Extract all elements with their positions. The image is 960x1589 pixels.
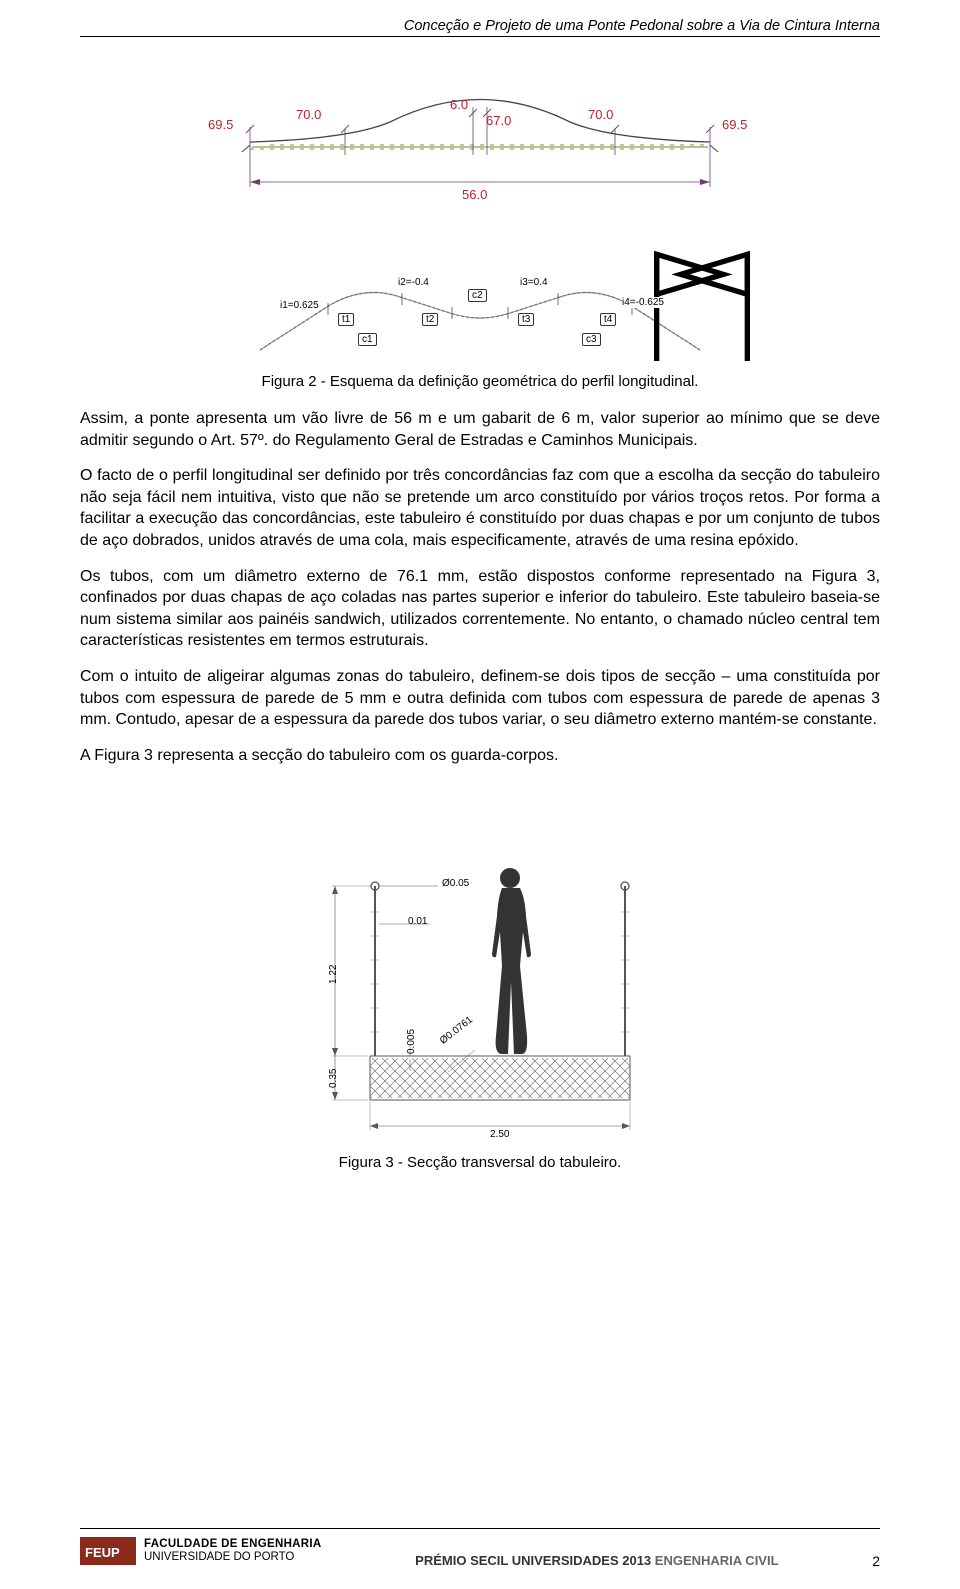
paragraph-5: A Figura 3 representa a secção do tabule… [80, 745, 880, 767]
footer-page-num: 2 [872, 1535, 880, 1569]
road-profile-svg [190, 67, 770, 237]
dim-plate: 0.005 [406, 1029, 417, 1054]
lbl-t2: t2 [422, 313, 438, 326]
dim-center-bot: 67.0 [486, 113, 511, 128]
award-prefix: PRÉMIO SECIL UNIVERSIDADES 2013 [415, 1553, 651, 1568]
dim-span: 56.0 [462, 187, 487, 202]
institution-line1: FACULDADE DE ENGENHARIA [144, 1538, 322, 1551]
person-silhouette-icon [492, 868, 531, 1054]
dim-wire-spacing: 0.01 [408, 916, 427, 927]
lbl-c1: c1 [358, 333, 377, 346]
footer-center: PRÉMIO SECIL UNIVERSIDADES 2013 ENGENHAR… [322, 1535, 873, 1568]
dim-right-ext: 69.5 [722, 117, 747, 132]
dim-rail-h: 1.22 [328, 965, 339, 984]
dim-rail-diam: Ø0.05 [442, 878, 469, 889]
lbl-i3: i3=0.4 [520, 277, 548, 288]
lbl-c2: c2 [468, 289, 487, 302]
footer-left: FEUP FACULDADE DE ENGENHARIA UNIVERSIDAD… [80, 1535, 322, 1567]
dim-lane1: 70.0 [296, 107, 321, 122]
dim-center-top: 6.0 [450, 97, 468, 112]
dim-lane2: 70.0 [588, 107, 613, 122]
figure-3: Ø0.05 0.01 1.22 0.005 Ø0.0761 0.35 2.50 … [80, 786, 880, 1171]
caption-fig3: Figura 3 - Secção transversal do tabulei… [80, 1154, 880, 1171]
paragraph-2: O facto de o perfil longitudinal ser def… [80, 465, 880, 551]
cross-section-svg [280, 786, 680, 1146]
lbl-i1: i1=0.625 [280, 300, 319, 311]
page-footer: FEUP FACULDADE DE ENGENHARIA UNIVERSIDAD… [80, 1528, 880, 1569]
running-header: Conceção e Projeto de uma Ponte Pedonal … [80, 0, 880, 37]
dim-width: 2.50 [490, 1129, 509, 1140]
paragraph-3: Os tubos, com um diâmetro externo de 76.… [80, 566, 880, 652]
flag-right-icon [484, 241, 944, 361]
lbl-t3: t3 [518, 313, 534, 326]
dim-left-ext: 69.5 [208, 117, 233, 132]
figure-2: i1=0.625 i2=-0.4 i3=0.4 i4=-0.625 t1 t2 … [250, 245, 710, 365]
lbl-i2: i2=-0.4 [398, 277, 429, 288]
lbl-c3: c3 [582, 333, 601, 346]
feup-logo-icon: FEUP [80, 1535, 136, 1567]
figure-1: 69.5 70.0 6.0 67.0 70.0 69.5 56.0 [80, 67, 880, 390]
award-suffix: ENGENHARIA CIVIL [651, 1553, 778, 1568]
lbl-i4: i4=-0.625 [622, 297, 664, 308]
paragraph-1: Assim, a ponte apresenta um vão livre de… [80, 408, 880, 451]
lbl-t1: t1 [338, 313, 354, 326]
running-header-text: Conceção e Projeto de uma Ponte Pedonal … [404, 18, 880, 34]
lbl-t4: t4 [600, 313, 616, 326]
paragraph-4: Com o intuito de aligeirar algumas zonas… [80, 666, 880, 731]
institution-line2: UNIVERSIDADE DO PORTO [144, 1551, 322, 1564]
dim-deck-h: 0.35 [328, 1069, 339, 1088]
svg-text:FEUP: FEUP [85, 1545, 120, 1560]
caption-fig2: Figura 2 - Esquema da definição geométri… [80, 373, 880, 390]
